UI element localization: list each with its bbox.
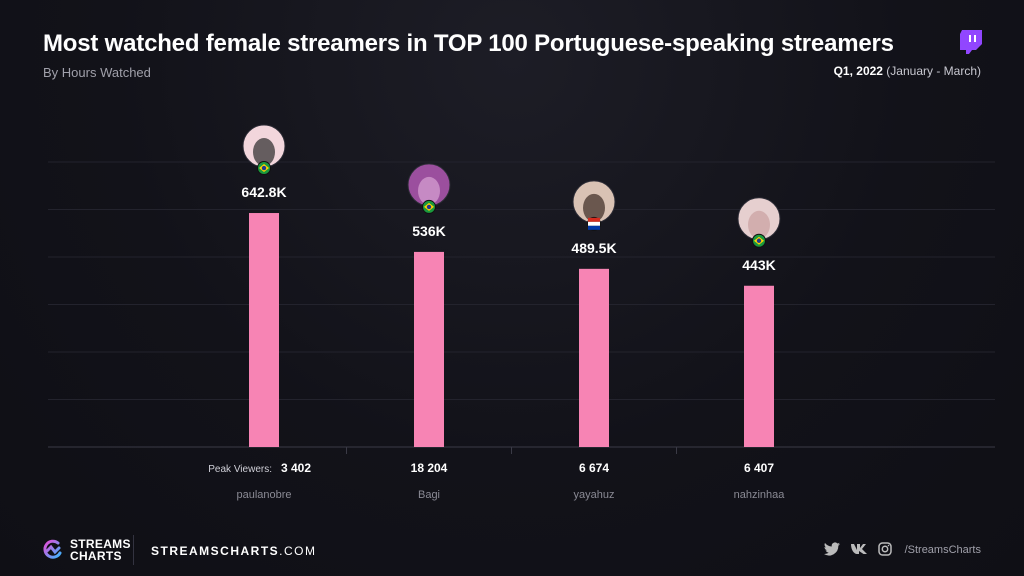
peak-viewers-value: 18 204 (411, 461, 448, 475)
bar-paulanobre (249, 213, 279, 447)
logo-line1: STREAMS (70, 537, 131, 551)
site-name: STREAMSCHARTS (151, 544, 280, 558)
chart-subtitle: By Hours Watched (43, 65, 151, 80)
flag-globe (756, 238, 762, 243)
social-handle: /StreamsCharts (904, 544, 981, 556)
bar-yayahuz (579, 268, 609, 447)
x-tick-label: Bagi (418, 489, 440, 501)
avatar-figure (253, 138, 275, 167)
avatar-figure (748, 210, 770, 239)
value-label: 443K (742, 257, 775, 273)
site-tld: .COM (279, 544, 317, 558)
flag-paraguay-icon (588, 217, 600, 222)
value-label: 489.5K (571, 240, 616, 256)
peak-viewers-value: 6 407 (744, 461, 774, 475)
streamscharts-logo: STREAMS CHARTS (42, 538, 131, 562)
streamscharts-logo-icon (43, 539, 62, 559)
x-tick-label: paulanobre (236, 489, 291, 501)
flag-globe (261, 165, 267, 171)
period-label: Q1, 2022 (January - March) (834, 64, 981, 78)
flag-stripe (588, 225, 600, 230)
avatar-figure (583, 193, 605, 222)
site-link[interactable]: STREAMSCHARTS.COM (151, 544, 317, 558)
logo-line2: CHARTS (70, 549, 122, 563)
flag-globe (426, 204, 432, 210)
footer-divider (133, 535, 134, 565)
instagram-icon[interactable] (878, 542, 892, 556)
period-quarter: Q1, 2022 (833, 64, 883, 78)
social-links (824, 542, 892, 556)
x-tick-label: yayahuz (574, 489, 615, 501)
chart-title: Most watched female streamers in TOP 100… (43, 30, 894, 57)
x-tick-label: nahzinhaa (734, 489, 786, 501)
value-label: 536K (412, 223, 445, 239)
vk-icon[interactable] (850, 543, 868, 555)
peak-viewers-value: 6 674 (579, 461, 609, 475)
peak-viewers-value: 3 402 (281, 461, 311, 475)
value-label: 642.8K (241, 184, 286, 200)
twitter-icon[interactable] (824, 542, 840, 556)
avatar-figure (418, 176, 440, 205)
bar-Bagi (414, 251, 444, 447)
flag-stripe (588, 221, 600, 226)
twitch-icon (960, 30, 982, 54)
peak-viewers-label: Peak Viewers: (208, 464, 272, 475)
bar-nahzinhaa (744, 285, 774, 447)
period-months: (January - March) (882, 64, 981, 78)
